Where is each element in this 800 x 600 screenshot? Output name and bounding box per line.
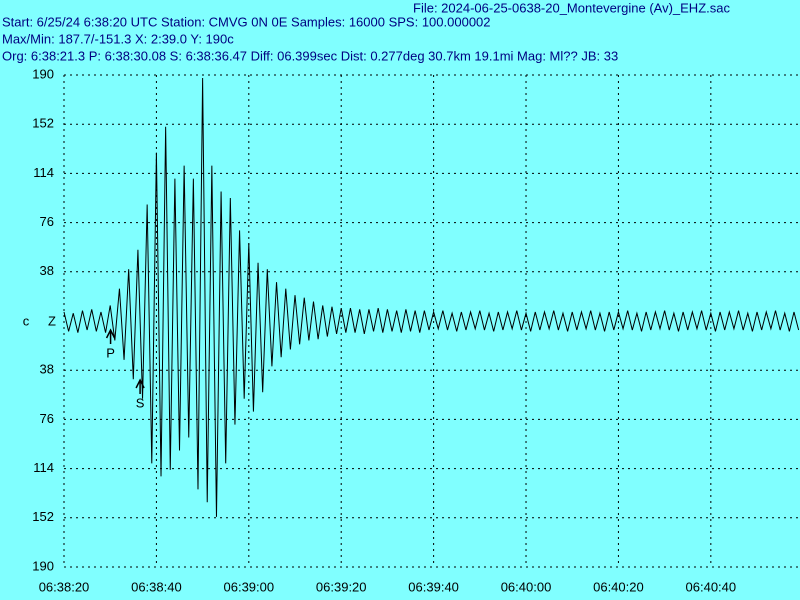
y-tick-label: 114 (33, 460, 54, 475)
y-tick-label: 114 (33, 165, 54, 180)
x-tick-label: 06:40:00 (501, 579, 552, 594)
phase-label: P (106, 345, 115, 360)
origin-line: Org: 6:38:21.3 P: 6:38:30.08 S: 6:38:36.… (2, 48, 618, 63)
y-tick-label: 152 (32, 116, 54, 131)
y-tick-label: 190 (32, 66, 54, 81)
x-tick-label: 06:38:40 (131, 579, 182, 594)
x-tick-label: 06:40:20 (593, 579, 644, 594)
x-tick-label: 06:39:00 (224, 579, 275, 594)
maxmin-line: Max/Min: 187.7/-151.3 X: 2:39.0 Y: 190c (2, 31, 234, 46)
phase-arrow (135, 378, 145, 394)
waveform (63, 77, 800, 517)
y-tick-label: 38 (40, 263, 54, 278)
y-tick-label: 76 (40, 214, 54, 229)
y-tick-label: 76 (40, 411, 54, 426)
y-tick-label: 190 (32, 558, 54, 573)
file-line: File: 2024-06-25-0638-20_Montevergine (A… (413, 0, 730, 15)
y-tick-label: 38 (40, 362, 54, 377)
x-tick-label: 06:39:20 (316, 579, 367, 594)
channel-label: c (23, 313, 30, 328)
x-tick-label: 06:40:40 (686, 579, 737, 594)
start-line: Start: 6/25/24 6:38:20 UTC Station: CMVG… (2, 14, 491, 29)
component-label: Z (48, 313, 56, 328)
y-tick-label: 152 (32, 509, 54, 524)
phase-arrow (105, 328, 116, 344)
phase-label: S (136, 395, 145, 410)
x-tick-label: 06:38:20 (39, 579, 90, 594)
x-tick-label: 06:39:40 (408, 579, 459, 594)
